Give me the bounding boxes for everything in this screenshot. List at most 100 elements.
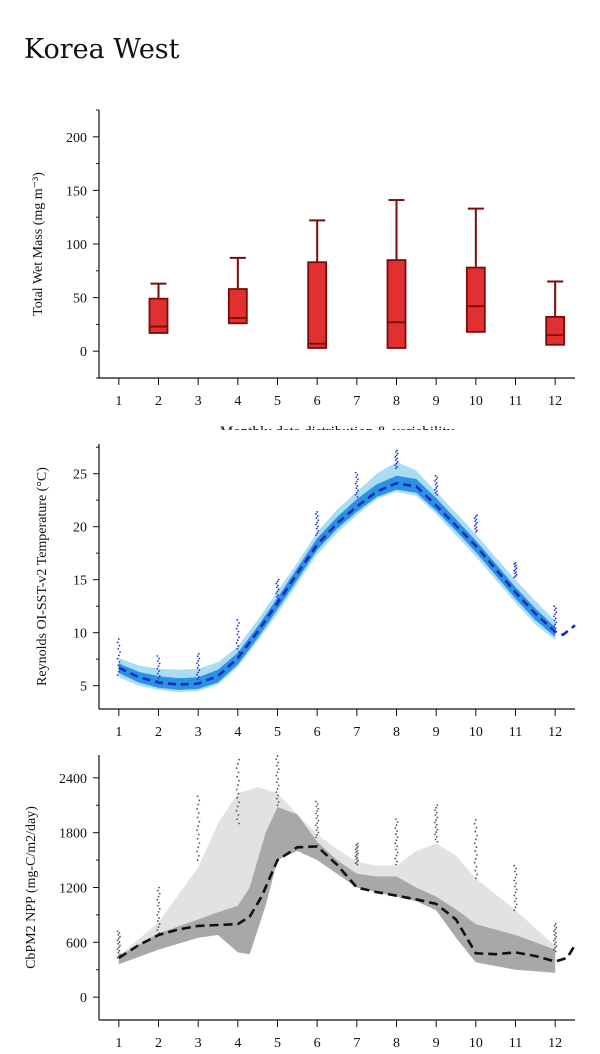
data-dot (196, 666, 199, 669)
y-tick-label: 25 (73, 468, 87, 483)
data-dot (119, 944, 121, 947)
data-dot (554, 950, 557, 953)
data-dot (157, 920, 159, 922)
data-dot (275, 582, 278, 585)
data-dot (356, 485, 359, 487)
data-dot (435, 811, 438, 814)
data-dot (554, 627, 557, 630)
data-dot (276, 771, 279, 774)
data-dot (436, 816, 439, 819)
data-dot (158, 670, 161, 672)
data-dots-month-1 (116, 930, 121, 959)
data-dot (198, 842, 201, 844)
data-dot (236, 619, 239, 621)
data-dot (196, 655, 199, 658)
data-dot (354, 471, 357, 474)
data-dot (275, 774, 278, 777)
box-month-4 (227, 256, 248, 325)
data-dot (237, 792, 240, 795)
data-dot (238, 758, 240, 761)
data-dot (554, 613, 557, 616)
data-dot (357, 852, 359, 855)
data-dot (157, 672, 159, 675)
data-dot (476, 529, 478, 532)
data-dot (514, 876, 517, 879)
data-dot (553, 930, 555, 933)
data-dots-month-4 (235, 758, 240, 825)
data-dot (395, 454, 398, 457)
data-dot (315, 534, 317, 537)
data-dot (474, 850, 477, 852)
data-dot (315, 805, 318, 808)
y-axis-label: CbPM2 NPP (mg-C/m2/day) (24, 806, 39, 969)
data-dot (555, 611, 558, 614)
data-dots-month-9 (434, 804, 439, 843)
data-dot (235, 767, 238, 769)
y-axis-label: Reynolds OI-SST-v2 Temperature (°C) (35, 467, 50, 686)
data-dot (513, 909, 516, 912)
data-dot (553, 943, 556, 946)
data-dot (277, 761, 279, 764)
data-dot (474, 877, 477, 880)
data-dot (277, 801, 280, 803)
data-dot (396, 457, 398, 460)
data-dot (473, 524, 476, 527)
data-dots-month-9 (434, 474, 439, 496)
data-dots-month-6 (315, 510, 320, 537)
data-dot (317, 807, 320, 810)
data-dot (515, 564, 517, 567)
data-dot (315, 836, 317, 839)
data-dot (277, 768, 280, 770)
mean-npp-line (118, 845, 577, 963)
data-dots-month-8 (394, 449, 399, 470)
data-dot (316, 814, 319, 817)
data-dot (238, 822, 240, 825)
data-dots-month-11 (513, 561, 518, 579)
data-dots-month-11 (513, 864, 518, 912)
data-dot (394, 456, 397, 458)
data-dot (474, 531, 477, 533)
data-dot (116, 674, 119, 676)
data-dot (356, 863, 359, 866)
data-dot (116, 939, 119, 942)
data-dot (514, 572, 516, 575)
x-tick-label: 7 (353, 725, 360, 740)
data-dot (116, 657, 119, 660)
x-tick-label: 2 (155, 394, 162, 409)
y-tick-label: 5 (80, 680, 87, 695)
data-dot (238, 636, 240, 639)
data-dot (236, 624, 239, 627)
data-dots-month-7 (354, 471, 359, 498)
x-tick-label: 8 (393, 394, 400, 409)
data-dot (396, 851, 399, 854)
data-dot (355, 860, 358, 863)
data-dot (117, 647, 120, 650)
data-dot (277, 778, 279, 780)
data-dot (515, 571, 517, 574)
data-dot (276, 797, 278, 800)
data-dot (235, 788, 238, 791)
data-dot (316, 510, 319, 513)
data-dot (555, 926, 558, 929)
data-dot (395, 824, 398, 826)
data-dot (396, 460, 399, 463)
data-dot (515, 897, 517, 900)
data-dot (197, 676, 200, 678)
data-dot (357, 859, 359, 862)
data-dot (315, 527, 318, 530)
data-dot (473, 842, 476, 845)
data-dot (395, 848, 397, 851)
data-dot (198, 820, 201, 823)
data-dot (553, 948, 555, 951)
data-dots-month-7 (354, 842, 359, 866)
box-body (307, 261, 328, 349)
dark-range-band (118, 807, 556, 973)
data-dot (553, 605, 555, 608)
data-dot (158, 675, 161, 677)
y-tick-label: 20 (73, 521, 87, 536)
data-dot (197, 652, 200, 655)
x-tick-label: 10 (469, 725, 483, 740)
data-dot (515, 882, 517, 885)
data-dot (356, 842, 359, 845)
